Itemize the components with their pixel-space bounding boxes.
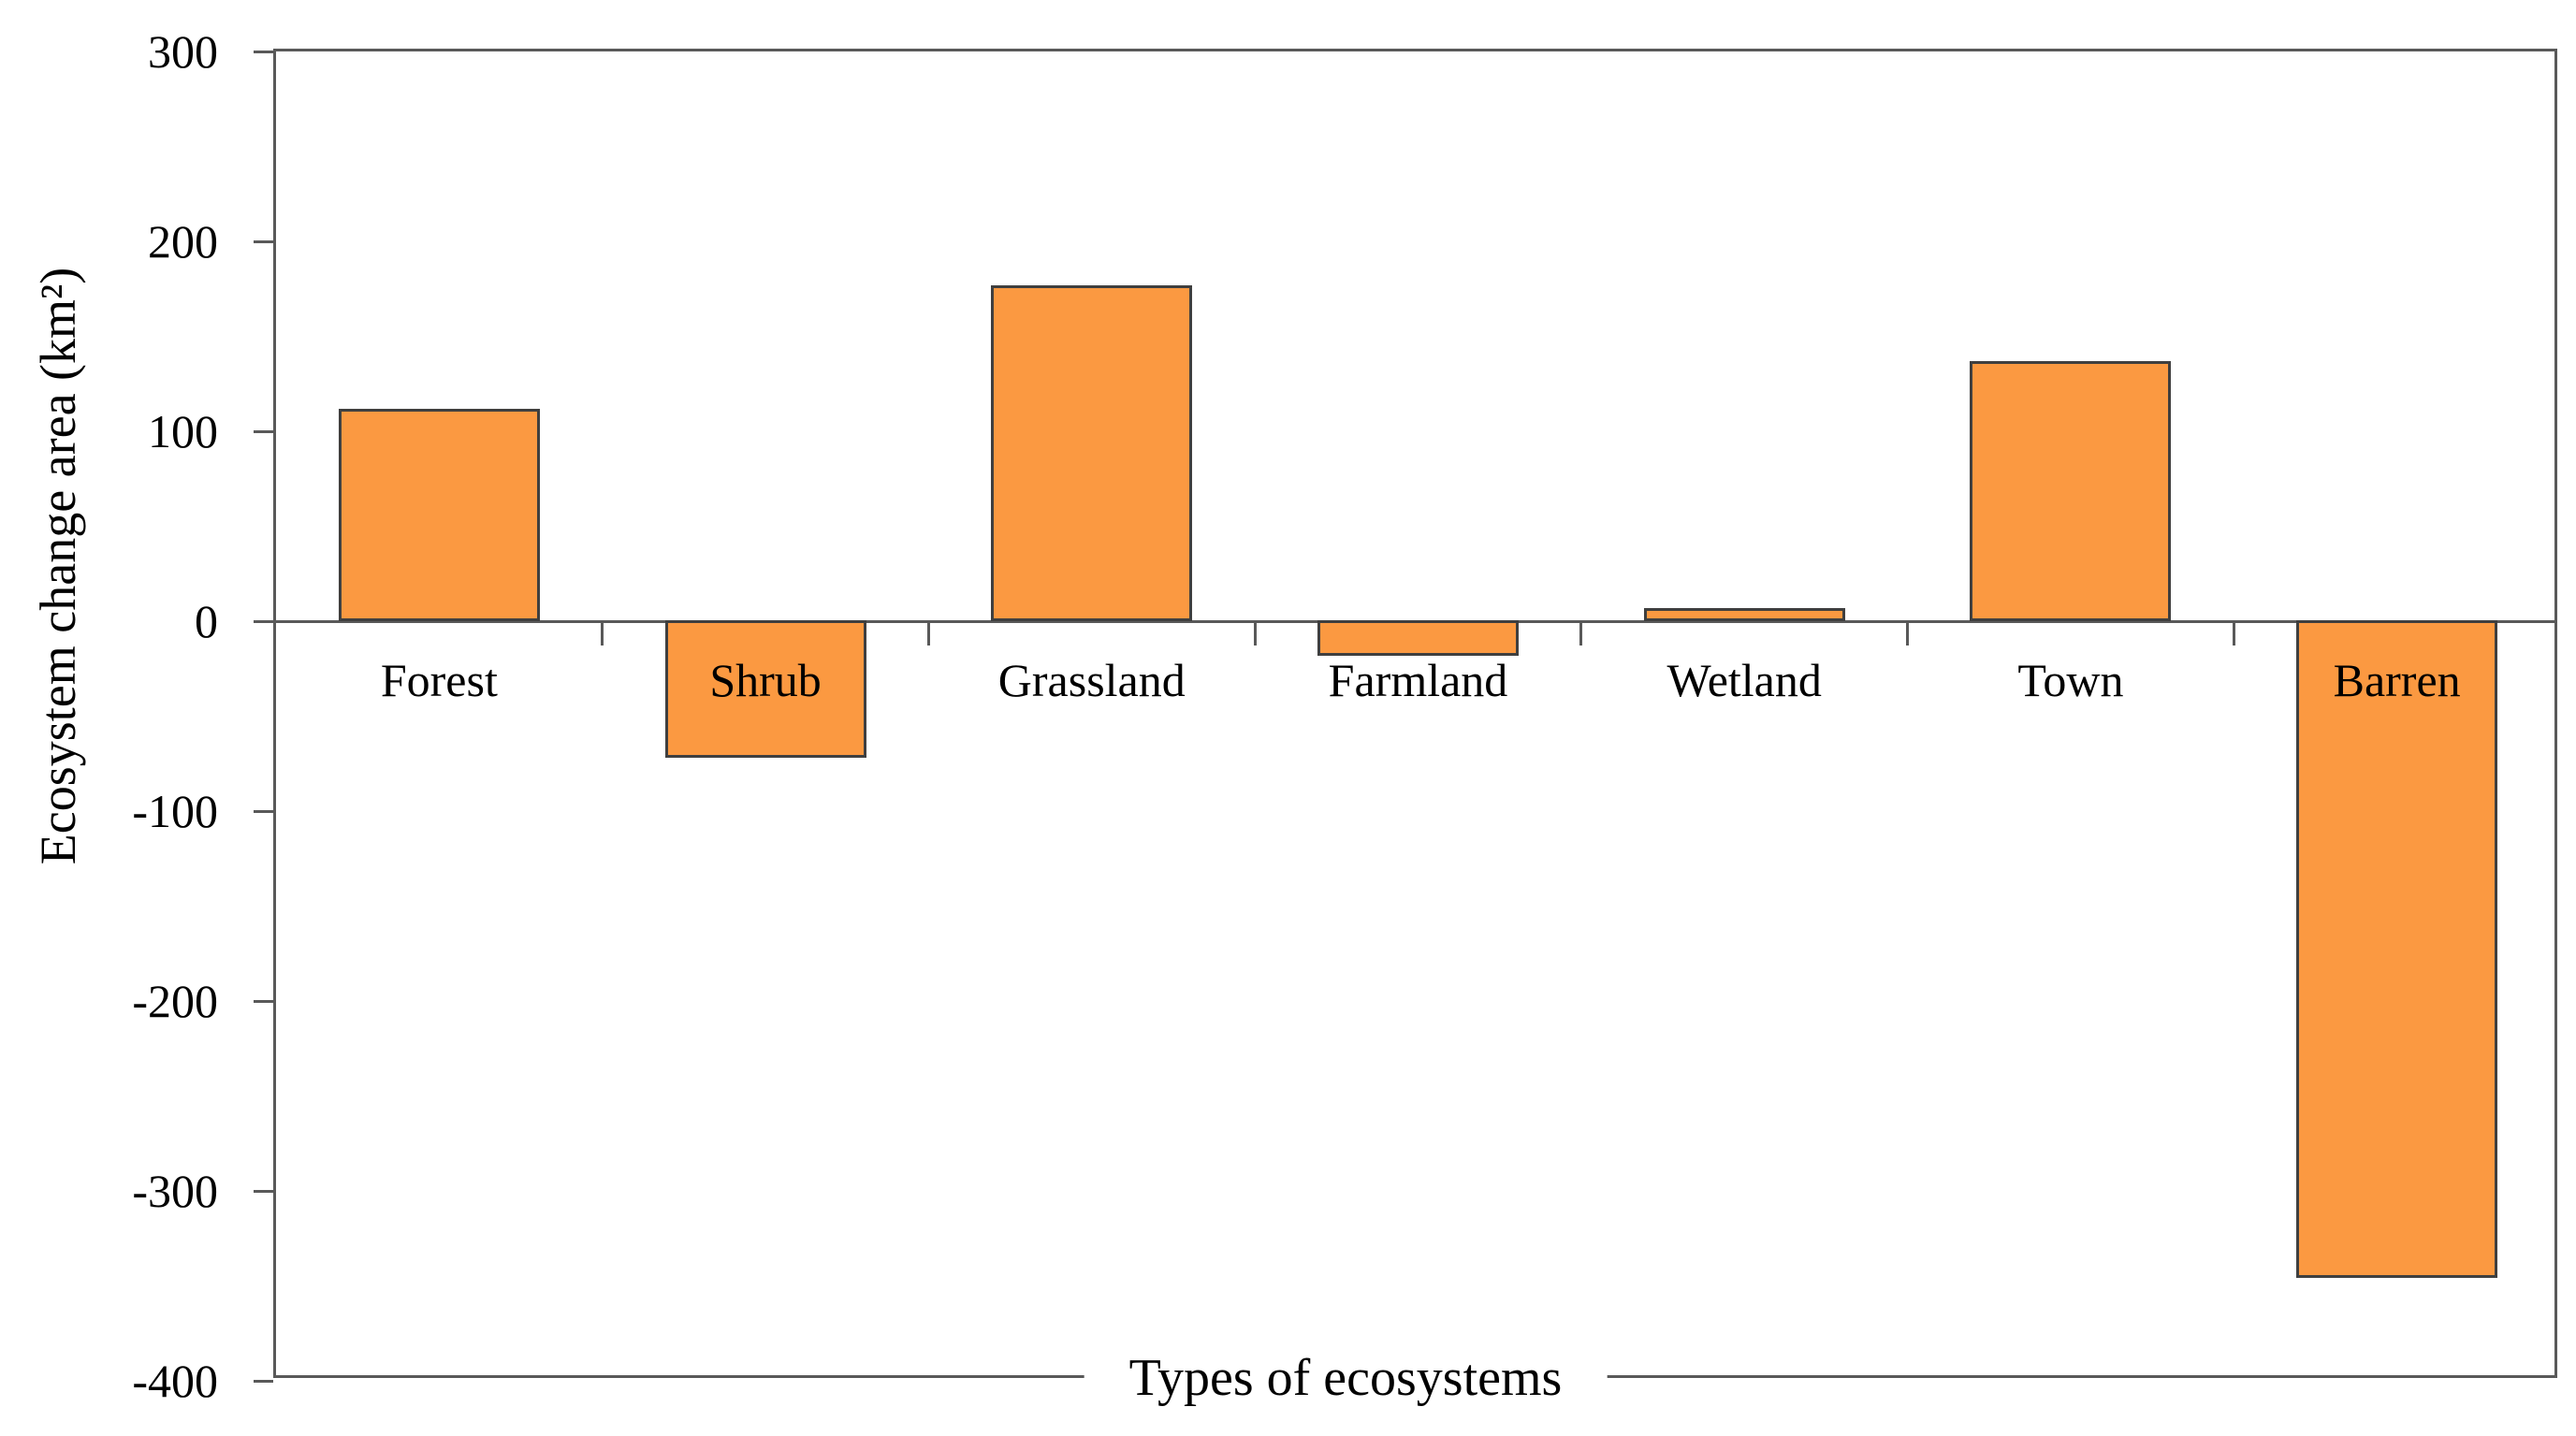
y-axis-tick-label: 100 (148, 405, 218, 457)
x-axis-title: Types of ecosystems (1084, 1345, 1608, 1411)
y-axis-title: Ecosystem change area (km²) (30, 267, 86, 865)
category-label-forest: Forest (380, 654, 498, 706)
bar-shrub (664, 620, 866, 759)
y-axis-tick-label: -400 (132, 1355, 218, 1407)
y-axis-tick-label: -200 (132, 975, 218, 1027)
category-label-farmland: Farmland (1328, 654, 1508, 706)
y-axis-tick-label: -300 (132, 1165, 218, 1217)
y-axis-tick (254, 429, 273, 433)
x-axis-boundary-tick (926, 621, 930, 645)
y-axis-tick (254, 1189, 273, 1193)
y-axis-tick-label: 200 (148, 215, 218, 268)
y-axis-tick (254, 239, 273, 243)
category-label-town: Town (2017, 654, 2124, 706)
x-axis-boundary-tick (1906, 621, 1910, 645)
bar-forest (338, 408, 540, 621)
bar-grassland (991, 284, 1193, 621)
bar-wetland (1643, 607, 1845, 621)
x-axis-boundary-tick (601, 621, 604, 645)
y-axis-tick (254, 809, 273, 813)
y-axis-tick (254, 999, 273, 1003)
bar-town (1970, 360, 2172, 621)
y-axis-tick (254, 1379, 273, 1383)
x-axis-boundary-tick (1579, 621, 1583, 645)
bar-farmland (1317, 620, 1519, 656)
bar-barren (2296, 620, 2498, 1279)
x-axis-boundary-tick (1253, 621, 1257, 645)
category-label-barren: Barren (2333, 654, 2461, 706)
y-axis-tick-label: 0 (195, 595, 218, 647)
plot-area: 300 200 100 0 -100 -200 -300 -400 Forest Shrub Gra… (132, 25, 2557, 1407)
category-label-wetland: Wetland (1666, 654, 1822, 706)
y-axis-tick (254, 50, 273, 53)
y-axis-tick (254, 619, 273, 623)
category-label-shrub: Shrub (709, 654, 822, 706)
x-axis-boundary-tick (2232, 621, 2235, 645)
y-axis-tick-label: -100 (132, 785, 218, 837)
category-label-grassland: Grassland (997, 654, 1186, 706)
y-axis-tick-label: 300 (148, 25, 218, 78)
